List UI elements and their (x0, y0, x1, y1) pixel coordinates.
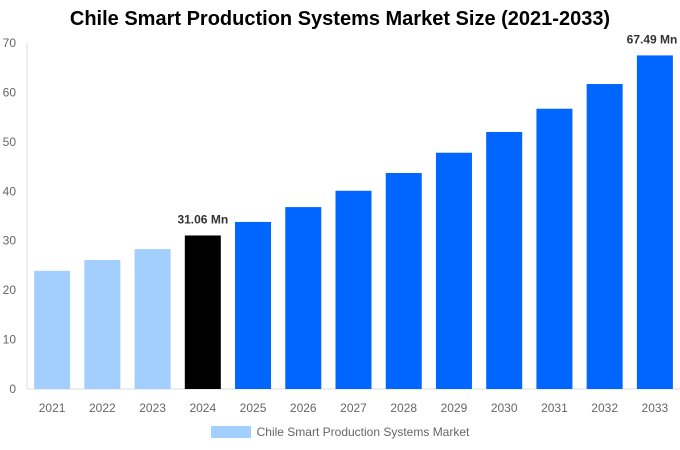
x-tick-label: 2029 (441, 401, 468, 415)
bar-2027 (335, 190, 372, 389)
bar-2021 (34, 270, 71, 389)
x-tick-label: 2028 (390, 401, 417, 415)
x-tick-label: 2031 (541, 401, 568, 415)
data-label-2024: 31.06 Mn (177, 212, 228, 226)
x-tick-label: 2023 (139, 401, 166, 415)
y-tick-label: 60 (3, 85, 17, 99)
bar-2032 (586, 84, 623, 390)
bar-2022 (84, 259, 121, 389)
x-tick-label: 2033 (642, 401, 669, 415)
x-tick-label: 2024 (189, 401, 216, 415)
bar-2029 (435, 152, 472, 389)
legend-swatch (210, 426, 251, 438)
y-tick-label: 40 (3, 184, 17, 198)
bar-2031 (536, 108, 573, 390)
x-tick-label: 2027 (340, 401, 367, 415)
bar-2024 (184, 235, 221, 389)
x-tick-label: 2030 (491, 401, 518, 415)
y-tick-label: 70 (3, 36, 17, 50)
x-tick-label: 2026 (290, 401, 317, 415)
legend: Chile Smart Production Systems Market (0, 425, 680, 439)
y-tick-label: 50 (3, 135, 17, 149)
y-tick-label: 30 (3, 234, 17, 248)
x-tick-label: 2022 (89, 401, 116, 415)
legend-label: Chile Smart Production Systems Market (256, 425, 470, 439)
data-label-2033: 67.49 Mn (627, 32, 678, 46)
bar-2030 (486, 131, 523, 389)
x-tick-label: 2032 (591, 401, 618, 415)
chart-title: Chile Smart Production Systems Market Si… (69, 8, 611, 30)
bar-2033 (636, 55, 673, 390)
bar-2023 (134, 249, 171, 389)
bar-2026 (285, 207, 322, 389)
bar-2025 (235, 221, 272, 389)
bar-2028 (385, 172, 422, 389)
x-tick-label: 2021 (39, 401, 66, 415)
y-tick-label: 20 (3, 283, 17, 297)
y-tick-label: 0 (9, 382, 16, 396)
x-tick-label: 2025 (240, 401, 267, 415)
y-tick-label: 10 (3, 333, 17, 347)
